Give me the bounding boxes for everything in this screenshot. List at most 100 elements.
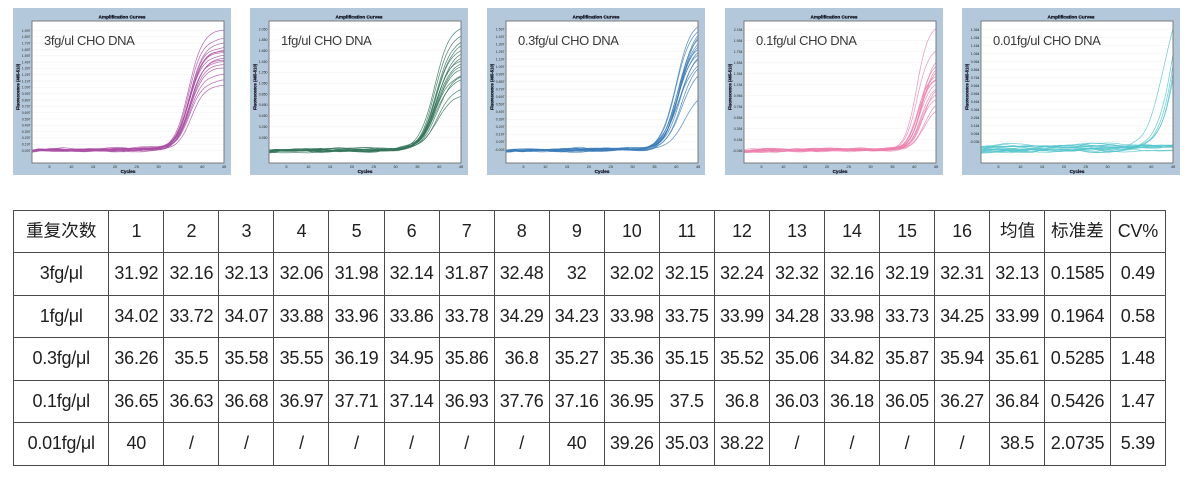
svg-text:0.354: 0.354: [734, 127, 743, 131]
svg-text:1.264: 1.264: [971, 36, 980, 40]
svg-text:0.297: 0.297: [22, 136, 31, 140]
svg-text:0.450: 0.450: [259, 114, 268, 118]
svg-text:15: 15: [803, 164, 807, 169]
svg-text:3fg/ul CHO DNA: 3fg/ul CHO DNA: [44, 33, 135, 48]
svg-text:10: 10: [1018, 164, 1023, 169]
svg-text:45: 45: [459, 164, 463, 169]
svg-text:35: 35: [1127, 164, 1131, 169]
svg-text:1.697: 1.697: [22, 48, 31, 52]
svg-text:45: 45: [222, 164, 226, 169]
svg-text:Cycles: Cycles: [121, 169, 136, 174]
svg-text:1.297: 1.297: [496, 50, 505, 54]
svg-text:0.497: 0.497: [496, 110, 505, 114]
svg-text:30: 30: [1105, 164, 1110, 169]
svg-text:0.764: 0.764: [971, 76, 980, 80]
svg-text:20: 20: [350, 164, 355, 169]
svg-text:0.064: 0.064: [971, 132, 980, 136]
svg-text:1.097: 1.097: [496, 65, 505, 69]
svg-text:0.564: 0.564: [971, 92, 980, 96]
svg-text:0.264: 0.264: [971, 116, 980, 120]
svg-text:0.797: 0.797: [22, 105, 31, 109]
svg-text:0.697: 0.697: [496, 95, 505, 99]
svg-text:5: 5: [285, 164, 287, 169]
svg-text:0.954: 0.954: [734, 94, 743, 98]
svg-text:0.554: 0.554: [734, 116, 743, 120]
svg-text:1.754: 1.754: [734, 50, 743, 54]
svg-text:-0.046: -0.046: [733, 149, 743, 153]
svg-text:10: 10: [781, 164, 786, 169]
svg-text:25: 25: [135, 164, 139, 169]
svg-text:25: 25: [372, 164, 376, 169]
svg-text:Amplification Curves: Amplification Curves: [1048, 15, 1095, 20]
svg-text:25: 25: [609, 164, 613, 169]
svg-text:0.164: 0.164: [971, 124, 980, 128]
svg-text:1.554: 1.554: [734, 61, 743, 65]
svg-text:0.664: 0.664: [971, 84, 980, 88]
svg-text:Amplification Curves: Amplification Curves: [811, 15, 858, 20]
svg-text:1.164: 1.164: [971, 44, 980, 48]
svg-text:5: 5: [997, 164, 999, 169]
svg-text:1.650: 1.650: [259, 49, 268, 53]
svg-text:40: 40: [912, 164, 917, 169]
svg-text:1.050: 1.050: [259, 82, 268, 86]
svg-text:Cycles: Cycles: [595, 169, 610, 174]
svg-text:1.497: 1.497: [496, 35, 505, 39]
svg-text:2.050: 2.050: [259, 27, 268, 31]
svg-text:1.197: 1.197: [496, 57, 505, 61]
svg-text:35: 35: [178, 164, 182, 169]
svg-text:Fluorescence (465-510): Fluorescence (465-510): [16, 63, 21, 110]
svg-text:25: 25: [847, 164, 851, 169]
svg-text:20: 20: [825, 164, 830, 169]
svg-text:Amplification Curves: Amplification Curves: [99, 15, 146, 20]
svg-text:0.097: 0.097: [496, 140, 505, 144]
svg-text:5: 5: [522, 164, 524, 169]
svg-text:1.154: 1.154: [734, 83, 743, 87]
svg-text:Amplification Curves: Amplification Curves: [336, 15, 383, 20]
svg-text:0.250: 0.250: [259, 125, 268, 129]
svg-text:1.797: 1.797: [22, 41, 31, 45]
svg-text:5: 5: [48, 164, 50, 169]
svg-text:15: 15: [1040, 164, 1044, 169]
svg-text:Fluorescence (465-510): Fluorescence (465-510): [253, 63, 258, 110]
svg-text:Cycles: Cycles: [358, 169, 373, 174]
svg-text:0.1fg/ul CHO DNA: 0.1fg/ul CHO DNA: [756, 33, 857, 48]
svg-text:1.597: 1.597: [496, 27, 505, 31]
svg-text:15: 15: [328, 164, 332, 169]
svg-text:-0.003: -0.003: [495, 148, 505, 152]
svg-text:10: 10: [69, 164, 74, 169]
svg-text:1.397: 1.397: [496, 42, 505, 46]
svg-text:0.01fg/ul CHO DNA: 0.01fg/ul CHO DNA: [993, 33, 1101, 48]
svg-text:0.597: 0.597: [496, 103, 505, 107]
svg-text:1.064: 1.064: [971, 52, 980, 56]
svg-text:35: 35: [415, 164, 419, 169]
svg-text:0.154: 0.154: [734, 138, 743, 142]
svg-text:Amplification Curves: Amplification Curves: [573, 15, 620, 20]
svg-text:0.497: 0.497: [22, 124, 31, 128]
svg-text:40: 40: [200, 164, 205, 169]
svg-text:15: 15: [91, 164, 95, 169]
svg-text:0.897: 0.897: [22, 98, 31, 102]
svg-text:0.464: 0.464: [971, 100, 980, 104]
svg-text:0.797: 0.797: [496, 88, 505, 92]
svg-text:40: 40: [437, 164, 442, 169]
svg-text:1.097: 1.097: [22, 86, 31, 90]
svg-text:0.197: 0.197: [496, 133, 505, 137]
svg-text:30: 30: [868, 164, 873, 169]
svg-text:0.297: 0.297: [496, 125, 505, 129]
svg-text:10: 10: [306, 164, 311, 169]
svg-text:1.250: 1.250: [259, 71, 268, 75]
svg-text:35: 35: [890, 164, 894, 169]
svg-text:5: 5: [760, 164, 762, 169]
svg-text:Fluorescence (465-510): Fluorescence (465-510): [728, 63, 733, 110]
svg-text:0.964: 0.964: [971, 60, 980, 64]
svg-text:Fluorescence (465-510): Fluorescence (465-510): [965, 63, 970, 110]
svg-text:Cycles: Cycles: [833, 169, 848, 174]
svg-text:35: 35: [652, 164, 656, 169]
svg-text:1.297: 1.297: [22, 73, 31, 77]
svg-text:45: 45: [934, 164, 938, 169]
svg-text:0.754: 0.754: [734, 105, 743, 109]
svg-text:0.897: 0.897: [496, 80, 505, 84]
svg-text:2.154: 2.154: [734, 28, 743, 32]
svg-text:0.597: 0.597: [22, 117, 31, 121]
svg-text:0.697: 0.697: [22, 111, 31, 115]
